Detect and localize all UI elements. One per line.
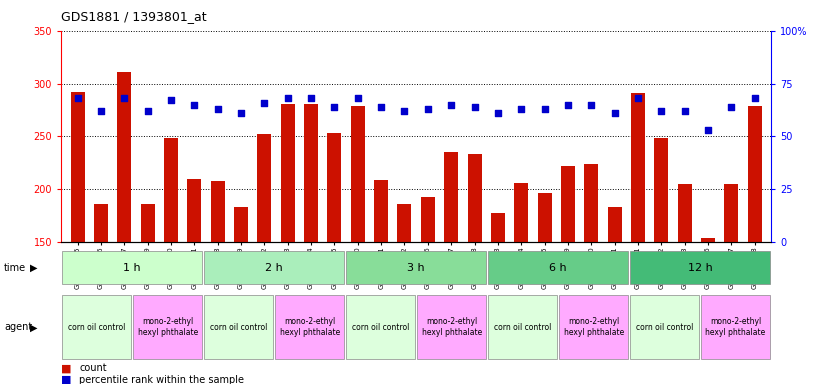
Bar (204, 295, 273, 359)
Point (491, 110, 504, 116)
Bar (488, 252, 628, 284)
Point (188, 101, 201, 108)
Bar (559, 295, 628, 359)
Text: 6 h: 6 h (549, 263, 567, 273)
Point (585, 101, 598, 108)
Point (282, 95, 295, 101)
Bar (257, 134, 272, 242)
Point (398, 108, 411, 114)
Bar (346, 295, 415, 359)
Text: mono-2-ethyl
hexyl phthalate: mono-2-ethyl hexyl phthalate (564, 317, 623, 338)
Text: ■: ■ (61, 375, 72, 384)
Point (561, 101, 574, 108)
Text: ■: ■ (61, 363, 72, 373)
Text: time: time (4, 263, 26, 273)
Bar (701, 238, 715, 242)
Point (304, 95, 317, 101)
Text: mono-2-ethyl
hexyl phthalate: mono-2-ethyl hexyl phthalate (138, 317, 197, 338)
Bar (140, 204, 154, 242)
Bar (304, 104, 318, 242)
Text: 12 h: 12 h (688, 263, 712, 273)
Bar (468, 154, 481, 242)
Bar (374, 180, 388, 242)
Text: ▶: ▶ (30, 263, 38, 273)
Bar (538, 194, 552, 242)
Bar (234, 207, 248, 242)
Bar (444, 152, 459, 242)
Bar (346, 252, 486, 284)
Bar (561, 166, 575, 242)
Text: agent: agent (4, 322, 33, 333)
Bar (397, 204, 411, 242)
Bar (584, 164, 598, 242)
Bar (631, 93, 645, 242)
Text: corn oil control: corn oil control (636, 323, 694, 332)
Bar (211, 180, 224, 242)
Text: mono-2-ethyl
hexyl phthalate: mono-2-ethyl hexyl phthalate (706, 317, 765, 338)
Point (141, 108, 154, 114)
Text: 2 h: 2 h (265, 263, 283, 273)
Bar (417, 295, 486, 359)
Text: mono-2-ethyl
hexyl phthalate: mono-2-ethyl hexyl phthalate (422, 317, 481, 338)
Point (351, 95, 364, 101)
Point (165, 98, 178, 104)
Point (538, 106, 551, 112)
Text: corn oil control: corn oil control (352, 323, 410, 332)
Bar (701, 295, 770, 359)
Point (421, 106, 434, 112)
Point (258, 99, 271, 106)
Point (515, 106, 528, 112)
Point (375, 104, 388, 110)
Bar (514, 183, 528, 242)
Bar (275, 295, 344, 359)
Point (234, 110, 247, 116)
Text: count: count (79, 363, 107, 373)
Text: ▶: ▶ (30, 322, 38, 333)
Text: 3 h: 3 h (407, 263, 425, 273)
Bar (488, 295, 557, 359)
Point (211, 106, 224, 112)
Bar (747, 106, 762, 242)
Bar (654, 139, 668, 242)
Point (328, 104, 341, 110)
Bar (630, 295, 699, 359)
Point (608, 110, 621, 116)
Bar (630, 252, 770, 284)
Text: percentile rank within the sample: percentile rank within the sample (79, 375, 244, 384)
Bar (678, 184, 692, 242)
Bar (164, 139, 178, 242)
Bar (421, 197, 435, 242)
Bar (327, 133, 341, 242)
Bar (94, 204, 108, 242)
Point (725, 104, 738, 110)
Bar (281, 104, 295, 242)
Point (95, 108, 108, 114)
Point (468, 104, 481, 110)
Text: corn oil control: corn oil control (494, 323, 552, 332)
Text: corn oil control: corn oil control (68, 323, 126, 332)
Bar (351, 106, 365, 242)
Bar (204, 252, 344, 284)
Point (632, 95, 645, 101)
Point (678, 108, 691, 114)
Bar (70, 92, 85, 242)
Bar (608, 207, 622, 242)
Bar (118, 72, 131, 242)
Bar (133, 295, 202, 359)
Bar (725, 184, 738, 242)
Text: mono-2-ethyl
hexyl phthalate: mono-2-ethyl hexyl phthalate (280, 317, 339, 338)
Point (445, 101, 458, 108)
Point (654, 108, 667, 114)
Text: 1 h: 1 h (123, 263, 141, 273)
Point (702, 127, 715, 133)
Point (118, 95, 131, 101)
Bar (491, 214, 505, 242)
Text: corn oil control: corn oil control (210, 323, 268, 332)
Bar (62, 295, 131, 359)
Text: GDS1881 / 1393801_at: GDS1881 / 1393801_at (61, 10, 206, 23)
Point (71, 95, 84, 101)
Bar (62, 252, 202, 284)
Point (748, 95, 761, 101)
Bar (188, 179, 202, 242)
